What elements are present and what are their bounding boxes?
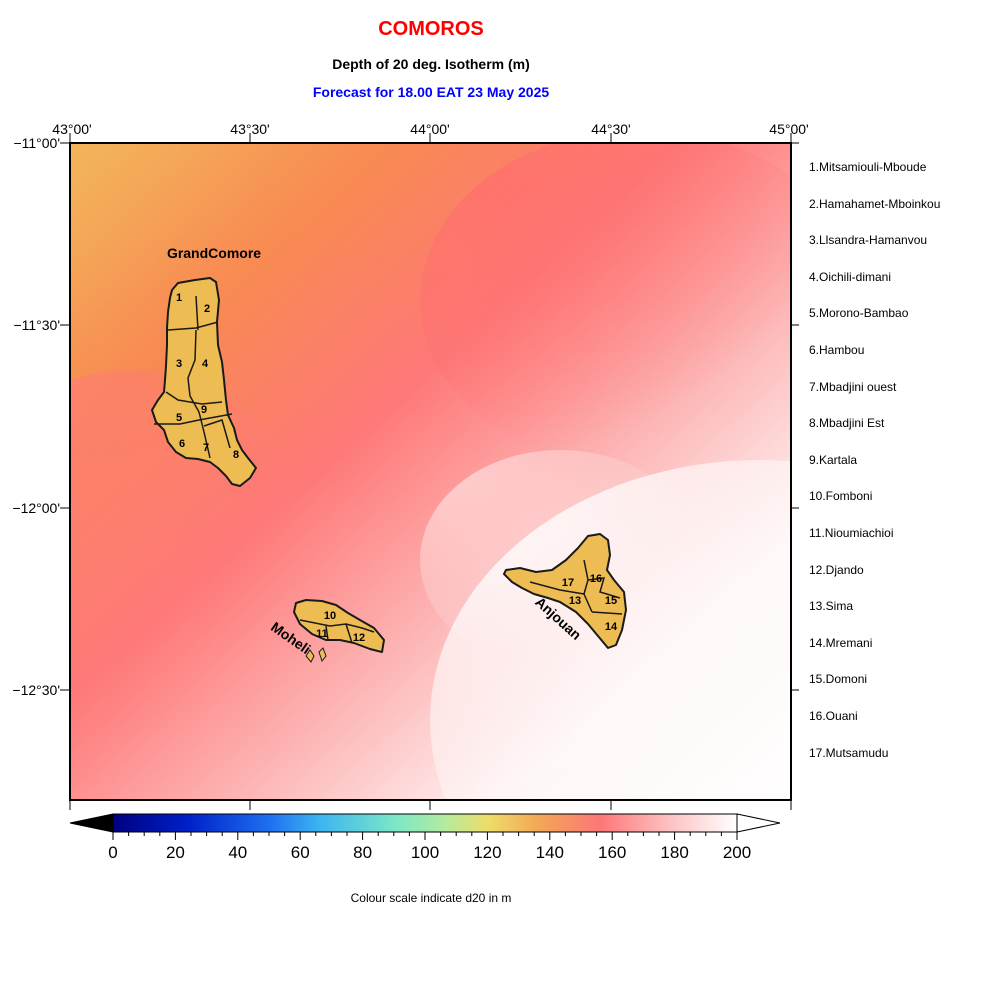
lon-tick-label: 43°00' [52,121,91,137]
colorbar-gradient [112,813,738,833]
legend-item: 12.Djando [809,562,864,577]
colorbar-tick-label: 160 [598,843,626,862]
lon-tick-label: 44°00' [410,121,449,137]
lat-tick-label: −11°00' [13,135,60,151]
legend-item: 1.Mitsamiouli-Mboude [809,160,927,174]
region-number: 2 [204,303,210,315]
region-number: 15 [605,595,617,607]
colorbar-underflow-arrow [69,813,114,833]
anjouan-island [503,533,627,649]
legend-item: 2.Hamahamet-Mboinkou [809,196,941,211]
map-title: COMOROS [378,18,484,40]
forecast-time: Forecast for 18.00 EAT 23 May 2025 [312,84,550,100]
region-number: 8 [233,449,239,461]
region-number: 5 [176,412,182,424]
region-number: 9 [201,404,207,416]
legend-item: 6.Hambou [809,342,865,357]
legend-item: 17.Mutsamudu [809,745,889,760]
map-subtitle: Depth of 20 deg. Isotherm (m) [332,56,530,72]
lat-tick-label: −12°00' [12,500,60,516]
legend-item: 7.Mbadjini ouest [809,379,897,394]
colorbar-tick-label: 60 [291,843,310,862]
region-number: 4 [202,358,209,370]
grand-comore-island [151,277,257,487]
region-number: 12 [353,632,365,644]
colorbar-caption: Colour scale indicate d20 in m [350,891,512,905]
colorbar-tick-label: 140 [536,843,564,862]
colorbar-ticks [112,832,738,840]
colorbar-tick-label: 120 [473,843,501,862]
legend-item: 8.Mbadjini Est [809,416,885,431]
legend-item: 3.Llsandra-Hamanvou [809,233,928,248]
axis-ticks [60,133,799,810]
colorbar-tick-label: 0 [108,843,117,862]
grand-comore-label: GrandComore [167,245,261,261]
colorbar-tick-label: 180 [660,843,688,862]
region-number: 16 [590,573,602,585]
region-legend: 1.Mitsamiouli-Mboude 2.Hamahamet-Mboinko… [809,160,940,782]
region-number: 13 [569,595,581,607]
colorbar-tick-label: 20 [166,843,185,862]
lon-tick-label: 43°30' [230,121,269,137]
legend-item: 13.Sima [809,599,854,614]
colorbar-tick-label: 40 [228,843,247,862]
legend-item: 14.Mremani [809,635,873,650]
region-number: 1 [176,292,182,304]
legend-item: 5.Morono-Bambao [809,306,909,321]
region-number: 17 [562,577,574,589]
region-number: 6 [179,438,185,450]
legend-item: 9.Kartala [809,452,858,467]
legend-item: 16.Ouani [809,708,858,723]
colorbar-overflow-arrow [736,813,781,833]
lat-tick-label: −12°30' [12,682,60,698]
region-number: 7 [203,442,209,454]
legend-item: 11.Nioumiachioi [809,525,894,540]
region-number: 3 [176,358,182,370]
colorbar-tick-label: 100 [411,843,439,862]
colorbar-tick-label: 200 [723,843,751,862]
lat-tick-label: −11°30' [13,317,60,333]
colorbar-tick-label: 80 [353,843,372,862]
region-number: 10 [324,610,336,622]
region-number: 11 [316,628,328,640]
lon-tick-label: 45°00' [769,121,808,137]
legend-item: 4.Oichili-dimani [809,269,892,284]
moheli-island [293,599,385,663]
region-number: 14 [605,621,618,633]
legend-item: 10.Fomboni [809,489,873,504]
colorbar [69,813,781,840]
lon-tick-label: 44°30' [591,121,630,137]
legend-item: 15.Domoni [809,672,868,687]
